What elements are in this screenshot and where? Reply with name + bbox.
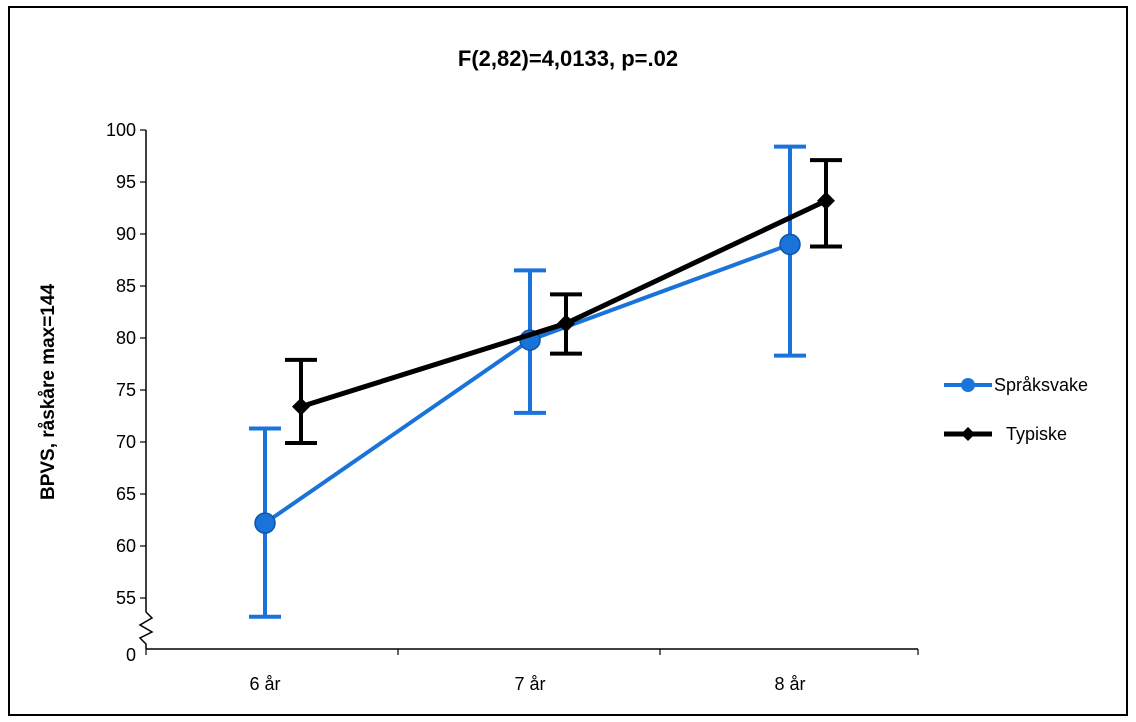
- series-line: [300, 198, 828, 410]
- y-tick-label: 0: [126, 645, 136, 665]
- y-tick-label: 65: [116, 484, 136, 504]
- y-tick-label: 95: [116, 172, 136, 192]
- data-point: [292, 397, 310, 416]
- y-tick-label: 85: [116, 276, 136, 296]
- y-axis-break: [138, 611, 154, 649]
- y-tick-label: 60: [116, 536, 136, 556]
- series-line: [263, 242, 791, 525]
- legend-marker: [961, 378, 975, 392]
- legend-label: Typiske: [1006, 424, 1067, 444]
- x-tick-label: 7 år: [514, 674, 545, 694]
- y-tick-label: 100: [106, 120, 136, 140]
- chart-frame: [8, 6, 1128, 716]
- data-point: [254, 512, 276, 534]
- legend-marker: [961, 427, 975, 441]
- series-0: [249, 144, 806, 619]
- axes: [138, 129, 919, 655]
- data-point: [779, 233, 801, 256]
- y-tick-labels: 100 95 90 85 80 75 70 65 60 55 0: [106, 120, 136, 665]
- data-point: [817, 191, 835, 210]
- series-1: [285, 158, 842, 446]
- x-tick-label: 6 år: [249, 674, 280, 694]
- legend-label: Språksvake: [994, 375, 1088, 395]
- y-tick-label: 70: [116, 432, 136, 452]
- x-tick-label: 8 år: [774, 674, 805, 694]
- data-point: [557, 314, 575, 333]
- y-axis-label: BPVS, råskåre max=144: [38, 284, 59, 500]
- chart-title: F(2,82)=4,0133, p=.02: [458, 46, 678, 71]
- y-tick-label: 90: [116, 224, 136, 244]
- y-tick-label: 75: [116, 380, 136, 400]
- plot-area: [249, 144, 842, 619]
- y-tick-label: 80: [116, 328, 136, 348]
- x-tick-labels: 6 år 7 år 8 år: [249, 674, 805, 694]
- legend: Språksvake Typiske: [944, 375, 1088, 444]
- y-tick-label: 55: [116, 588, 136, 608]
